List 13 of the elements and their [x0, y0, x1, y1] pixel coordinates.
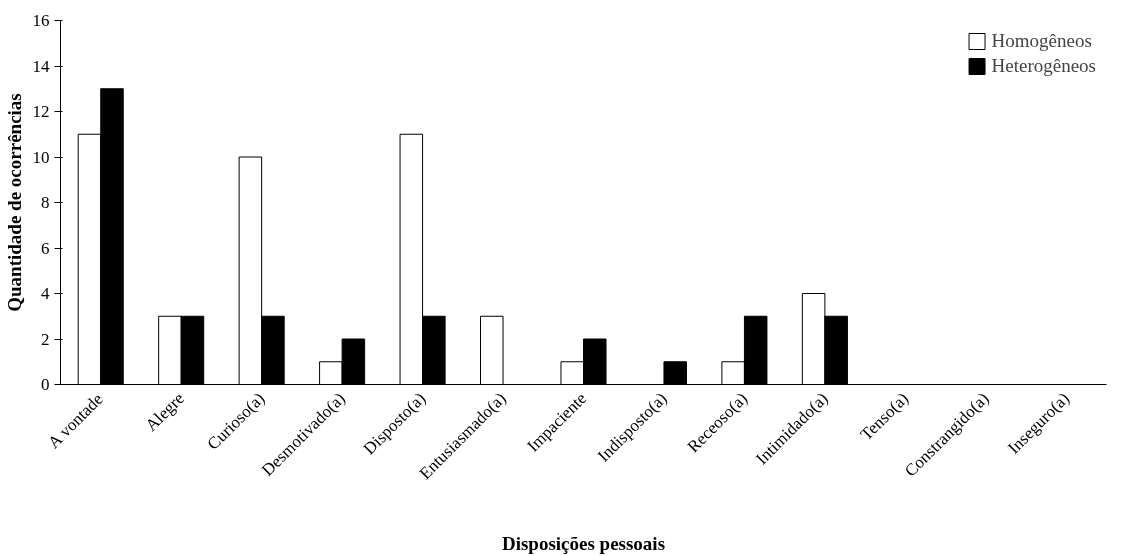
y-tick-label: 8	[41, 193, 50, 212]
x-axis-title: Disposições pessoais	[501, 532, 666, 554]
y-tick-label: 0	[41, 375, 50, 394]
legend-label: Heterogêneos	[991, 55, 1096, 77]
y-tick-label: 10	[32, 147, 50, 167]
y-tick-label: 4	[41, 284, 50, 303]
y-tick-label: 14	[32, 56, 50, 76]
y-tick-label: 12	[32, 102, 50, 121]
y-tick-label: 16	[32, 11, 50, 30]
y-tick-label: 2	[41, 329, 50, 349]
y-axis-title: Quantidade de ocorrências	[3, 93, 25, 312]
y-tick-label: 6	[41, 238, 50, 258]
legend-label: Homogêneos	[991, 30, 1092, 52]
